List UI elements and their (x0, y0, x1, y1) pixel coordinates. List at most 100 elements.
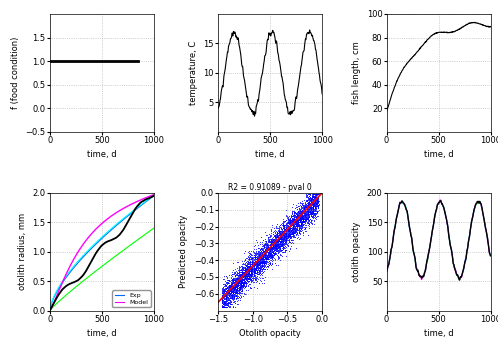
Point (282, 240, 290, 246)
Point (239, 293, 247, 298)
Point (226, 298, 234, 303)
Point (243, 275, 250, 280)
Point (292, 214, 300, 220)
Point (250, 268, 258, 273)
Point (305, 194, 313, 199)
Point (277, 240, 285, 245)
Point (235, 272, 243, 277)
Point (249, 267, 257, 272)
Point (222, 283, 230, 288)
Point (275, 241, 283, 246)
Point (280, 228, 288, 233)
Point (278, 238, 286, 244)
Point (286, 225, 294, 230)
Point (293, 205, 301, 210)
Point (258, 259, 266, 265)
Point (221, 300, 229, 306)
Point (264, 231, 272, 237)
Point (261, 255, 269, 261)
Point (243, 274, 251, 280)
Point (249, 262, 256, 268)
Point (232, 289, 240, 295)
Point (295, 208, 303, 214)
Point (270, 225, 278, 231)
Point (286, 218, 294, 223)
Point (270, 241, 278, 247)
Point (252, 263, 260, 269)
Point (301, 219, 309, 224)
Point (240, 267, 248, 273)
Point (229, 292, 237, 298)
Point (283, 234, 291, 239)
Point (276, 241, 284, 246)
Point (294, 212, 302, 217)
Point (227, 288, 235, 294)
Point (287, 220, 295, 226)
Point (271, 258, 279, 263)
Point (256, 241, 264, 246)
Point (239, 282, 247, 288)
Point (276, 237, 284, 242)
Point (298, 199, 306, 204)
Point (226, 284, 234, 289)
Point (311, 216, 319, 221)
Point (313, 199, 321, 205)
Point (256, 266, 264, 271)
Point (228, 287, 236, 292)
Point (299, 224, 307, 230)
Point (226, 295, 234, 301)
Point (242, 267, 250, 273)
Point (251, 260, 259, 265)
Point (293, 223, 301, 228)
Point (295, 225, 303, 231)
Point (241, 261, 249, 267)
Point (282, 240, 290, 245)
Point (291, 225, 299, 231)
Point (224, 297, 232, 302)
Point (275, 232, 283, 238)
Point (272, 244, 280, 250)
Point (245, 276, 253, 282)
Point (305, 202, 313, 208)
Point (286, 226, 294, 232)
Point (230, 276, 238, 282)
Point (298, 201, 306, 207)
Point (268, 245, 276, 251)
Point (220, 288, 228, 294)
Point (252, 257, 260, 262)
Point (309, 205, 317, 210)
Point (270, 237, 278, 242)
Point (307, 207, 315, 212)
Point (233, 285, 241, 291)
Point (262, 245, 270, 251)
Point (254, 245, 262, 251)
Point (287, 231, 295, 237)
Point (250, 273, 258, 278)
Point (287, 222, 295, 228)
Point (285, 224, 293, 230)
Point (222, 283, 230, 288)
Point (244, 273, 252, 279)
Point (277, 234, 285, 240)
Point (262, 243, 270, 248)
Point (270, 245, 278, 251)
Point (297, 217, 305, 223)
Point (260, 258, 268, 263)
Point (274, 237, 282, 242)
Point (284, 234, 292, 240)
Point (262, 260, 270, 266)
Point (299, 209, 307, 214)
Point (314, 204, 322, 210)
Point (230, 295, 238, 301)
Point (276, 231, 284, 237)
Point (290, 230, 298, 236)
Point (301, 215, 309, 220)
Point (312, 192, 320, 198)
Point (256, 266, 264, 271)
Point (283, 215, 291, 220)
Point (218, 298, 226, 303)
Point (231, 277, 239, 282)
Point (241, 274, 249, 280)
Point (287, 234, 295, 239)
Point (305, 221, 313, 227)
